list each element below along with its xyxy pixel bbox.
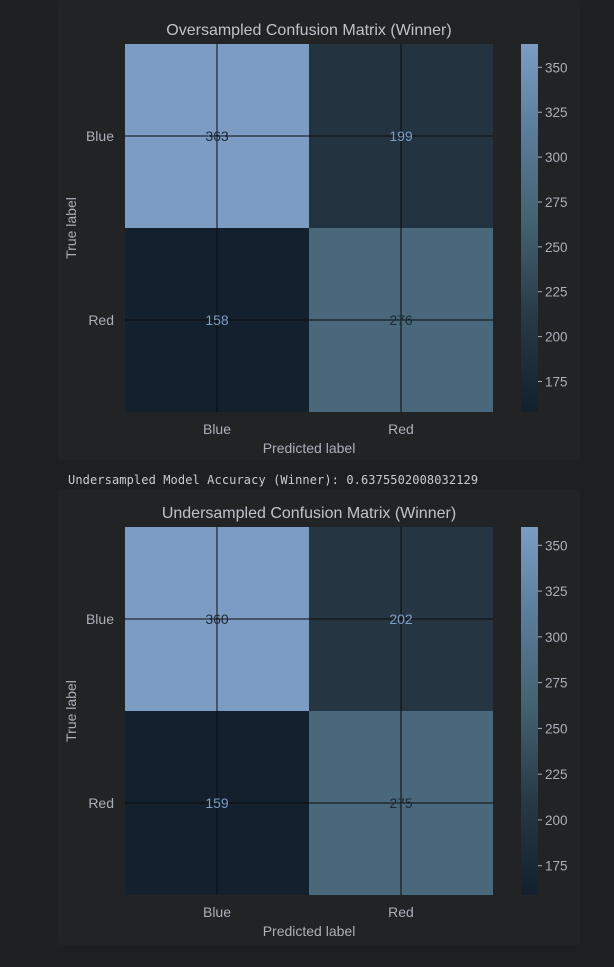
undersampled-y-tick-red: Red (88, 795, 114, 811)
undersampled-colorbar-tick-225: 225 (545, 767, 568, 782)
oversampled-colorbar-tick-175: 175 (545, 374, 568, 389)
oversampled-colorbar-tick-325: 325 (545, 105, 568, 120)
undersampled-x-tick-red: Red (388, 904, 414, 920)
oversampled-confusion-matrix-chart: Oversampled Confusion Matrix (Winner) 363… (63, 22, 568, 456)
undersampled-colorbar (521, 527, 538, 895)
oversampled-value-label-blue-blue: 363 (205, 128, 229, 144)
undersampled-value-label-blue-blue: 360 (205, 611, 229, 627)
undersampled-accuracy-log: Undersampled Model Accuracy (Winner): 0.… (68, 473, 479, 487)
undersampled-colorbar-tick-200: 200 (545, 813, 568, 828)
oversampled-value-label-blue-red: 199 (389, 128, 413, 144)
undersampled-x-axis-label: Predicted label (263, 923, 356, 939)
oversampled-value-label-red-blue: 158 (205, 312, 229, 328)
oversampled-colorbar-tick-225: 225 (545, 285, 568, 300)
oversampled-x-tick-red: Red (388, 421, 414, 437)
undersampled-colorbar-tick-300: 300 (545, 630, 568, 645)
oversampled-colorbar-tick-275: 275 (545, 195, 568, 210)
undersampled-x-tick-blue: Blue (203, 904, 231, 920)
undersampled-colorbar-tick-250: 250 (545, 721, 568, 736)
undersampled-value-label-red-blue: 159 (205, 795, 229, 811)
undersampled-value-label-blue-red: 202 (389, 611, 413, 627)
oversampled-chart-title: Oversampled Confusion Matrix (Winner) (166, 22, 451, 39)
oversampled-y-axis-label: True label (63, 197, 79, 259)
oversampled-colorbar-tick-350: 350 (545, 60, 568, 75)
undersampled-confusion-matrix-chart: Undersampled Confusion Matrix (Winner) 36… (63, 505, 568, 939)
undersampled-y-axis-label: True label (63, 680, 79, 742)
undersampled-colorbar-tick-275: 275 (545, 676, 568, 691)
oversampled-y-tick-red: Red (88, 312, 114, 328)
oversampled-x-tick-blue: Blue (203, 421, 231, 437)
oversampled-colorbar-tick-250: 250 (545, 240, 568, 255)
undersampled-colorbar-tick-325: 325 (545, 584, 568, 599)
undersampled-value-label-red-red: 275 (389, 795, 413, 811)
oversampled-colorbar-tick-300: 300 (545, 150, 568, 165)
oversampled-x-axis-label: Predicted label (263, 440, 356, 456)
undersampled-chart-title: Undersampled Confusion Matrix (Winner) (162, 505, 456, 522)
undersampled-colorbar-tick-350: 350 (545, 538, 568, 553)
undersampled-colorbar-tick-175: 175 (545, 859, 568, 874)
undersampled-y-tick-blue: Blue (86, 611, 114, 627)
oversampled-colorbar-tick-200: 200 (545, 330, 568, 345)
oversampled-value-label-red-red: 276 (389, 312, 413, 328)
oversampled-y-tick-blue: Blue (86, 128, 114, 144)
oversampled-colorbar (521, 44, 538, 412)
